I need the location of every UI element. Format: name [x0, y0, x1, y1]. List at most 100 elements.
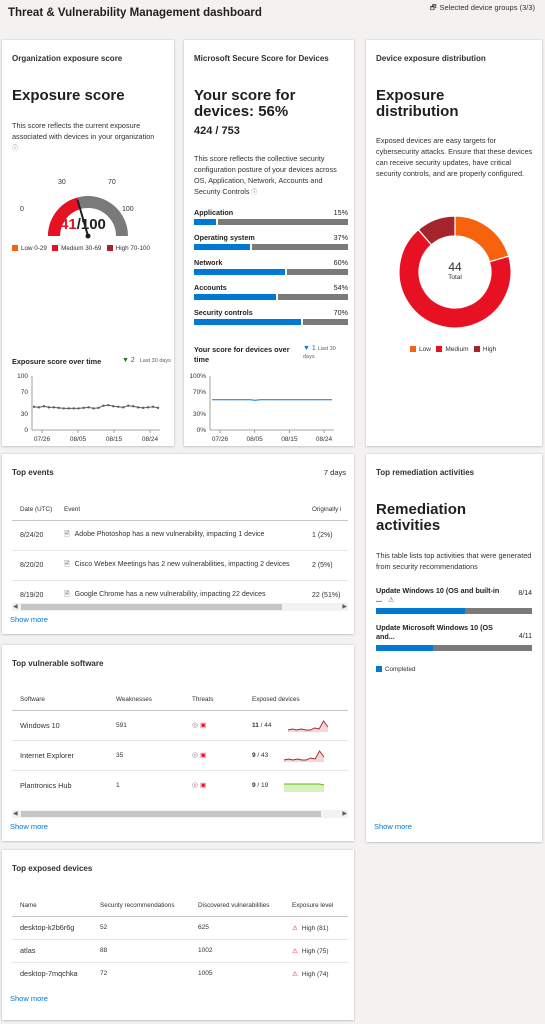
info-icon[interactable]: ⓘ [249, 189, 258, 196]
column-header[interactable]: Threats [192, 696, 214, 704]
event-document-icon: 🗎 [64, 560, 70, 568]
data-point[interactable] [102, 404, 105, 407]
data-point[interactable] [107, 403, 110, 407]
data-point[interactable] [77, 407, 80, 410]
data-point[interactable] [132, 405, 135, 408]
device-recommendations: 72 [100, 961, 198, 985]
device-name[interactable]: atlas [12, 938, 100, 962]
table-row[interactable]: atlas 88 1002 ⚠ High (75) [12, 938, 348, 962]
device-name[interactable]: desktop-7mqchka [12, 961, 100, 985]
device-vulnerabilities: 1002 [198, 938, 292, 962]
column-header[interactable]: Date (UTC) [20, 506, 53, 514]
data-point[interactable] [136, 406, 140, 409]
remediation-item[interactable]: Update Windows 10 (OS and built-in... ⚠ 8/… [376, 586, 532, 620]
remediation-item[interactable]: Update Microsoft Windows 10 (OS and... 4/1… [376, 623, 532, 657]
data-point[interactable] [112, 405, 115, 408]
column-header[interactable]: Software [20, 696, 45, 704]
data-point[interactable] [47, 406, 51, 409]
column-header[interactable]: Exposed devices [252, 696, 300, 704]
data-point[interactable] [122, 406, 125, 409]
data-point[interactable] [146, 406, 150, 409]
column-header[interactable]: Name [20, 902, 37, 910]
device-groups-filter[interactable]: 🗗 Selected device groups (3/3) [430, 3, 535, 15]
exposure-trend-sparkline [284, 750, 325, 762]
exposure-delta: ▼ 2 Last 30 days [122, 357, 171, 364]
show-more-link[interactable]: Show more [10, 822, 48, 831]
data-point[interactable] [117, 405, 120, 408]
remediation-item-count: 4/11 [518, 633, 532, 640]
data-point[interactable] [127, 404, 130, 407]
data-point[interactable] [72, 407, 75, 410]
secure-category[interactable]: Application 15% [194, 208, 348, 225]
category-bar-track [194, 319, 348, 325]
event-date: 8/20/20 [12, 549, 64, 580]
donut-slice-high[interactable] [417, 215, 456, 246]
card-title: Top remediation activities [376, 468, 475, 477]
horizontal-scrollbar[interactable]: ◀ ▶ [12, 810, 348, 818]
column-header[interactable]: Discovered vulnerabilities [198, 902, 270, 910]
data-point[interactable] [32, 405, 36, 408]
device-name[interactable]: desktop-k2b6r6g [12, 915, 100, 939]
threat-insight-icon: ▣ [200, 752, 207, 759]
secure-category[interactable]: Security controls 70% [194, 308, 348, 325]
x-tick-label: 08/15 [106, 436, 123, 443]
info-icon[interactable]: ⓘ [12, 145, 19, 152]
column-header[interactable]: Exposure level [292, 902, 334, 910]
exposure-trend-sparkline [287, 720, 328, 732]
data-point[interactable] [57, 406, 60, 410]
data-point[interactable] [42, 405, 46, 408]
data-point[interactable] [151, 405, 155, 408]
data-point[interactable] [156, 406, 160, 410]
horizontal-scrollbar[interactable]: ◀ ▶ [12, 603, 348, 611]
category-bar-track [194, 294, 348, 300]
software-weaknesses: 35 [116, 739, 192, 770]
column-header[interactable]: Event [64, 506, 81, 514]
y-tick-label: 0% [197, 427, 207, 434]
x-tick-label: 08/24 [142, 436, 159, 443]
show-more-link[interactable]: Show more [10, 615, 48, 624]
data-point[interactable] [97, 406, 100, 410]
show-more-link[interactable]: Show more [10, 994, 48, 1003]
table-row[interactable]: desktop-k2b6r6g 52 625 ⚠ High (81) [12, 915, 348, 939]
data-point[interactable] [62, 407, 65, 410]
y-tick-label: 30% [193, 411, 206, 418]
donut-slice-medium[interactable] [398, 228, 512, 329]
card-title: Device exposure distribution [376, 54, 486, 63]
table-row[interactable]: 8/20/20 🗎 Cisco Webex Meetings has 2 new v… [12, 549, 348, 580]
remediation-legend: Completed [376, 666, 415, 673]
data-point[interactable] [92, 407, 95, 410]
show-more-link[interactable]: Show more [374, 822, 412, 831]
table-row[interactable]: Plantronics Hub 1 ◎ ▣ 9 / 19 [12, 769, 348, 800]
secure-category[interactable]: Accounts 54% [194, 283, 348, 300]
secure-category[interactable]: Operating system 37% [194, 233, 348, 250]
data-point[interactable] [37, 406, 41, 409]
down-arrow-icon: ▼ [303, 345, 310, 352]
secure-category[interactable]: Network 60% [194, 258, 348, 275]
data-point[interactable] [82, 406, 85, 410]
data-point[interactable] [141, 406, 145, 410]
table-row[interactable]: Windows 10 591 ◎ ▣ 11 / 44 [12, 709, 348, 740]
data-point[interactable] [67, 407, 70, 410]
column-header[interactable]: Weaknesses [116, 696, 152, 704]
data-point[interactable] [52, 406, 56, 409]
secure-score-value: 424 / 753 [194, 125, 240, 137]
devices-table: Name Security recommendations Discovered… [12, 896, 348, 985]
warning-icon: ⚠ [292, 970, 298, 978]
table-row[interactable]: 8/24/20 🗎 Adobe Photoshop has a new vulner… [12, 519, 348, 550]
event-text: 🗎 Cisco Webex Meetings has 2 new vulnerab… [64, 549, 312, 580]
secure-over-time-chart: 100% 70% 30% 0% 07/26 08/05 08/15 08/24 [189, 373, 334, 443]
exposure-heading: Exposure score [12, 87, 125, 104]
category-label: Accounts [194, 283, 227, 292]
events-range[interactable]: 7 days [323, 468, 346, 477]
down-arrow-icon: ▼ [122, 357, 129, 364]
table-row[interactable]: Internet Explorer 35 ◎ ▣ 9 / 43 [12, 739, 348, 770]
device-exposure-level: ⚠ High (81) [292, 915, 348, 939]
category-bar-fill [194, 269, 287, 275]
donut-slice-low[interactable] [454, 215, 510, 263]
table-row[interactable]: desktop-7mqchka 72 1005 ⚠ High (74) [12, 961, 348, 985]
data-point[interactable] [87, 406, 90, 409]
column-header[interactable]: Security recommendations [100, 902, 175, 910]
gauge-score-max: /100 [76, 216, 106, 233]
software-threats: ◎ ▣ [192, 739, 252, 770]
column-header[interactable]: Originally i [312, 506, 342, 514]
